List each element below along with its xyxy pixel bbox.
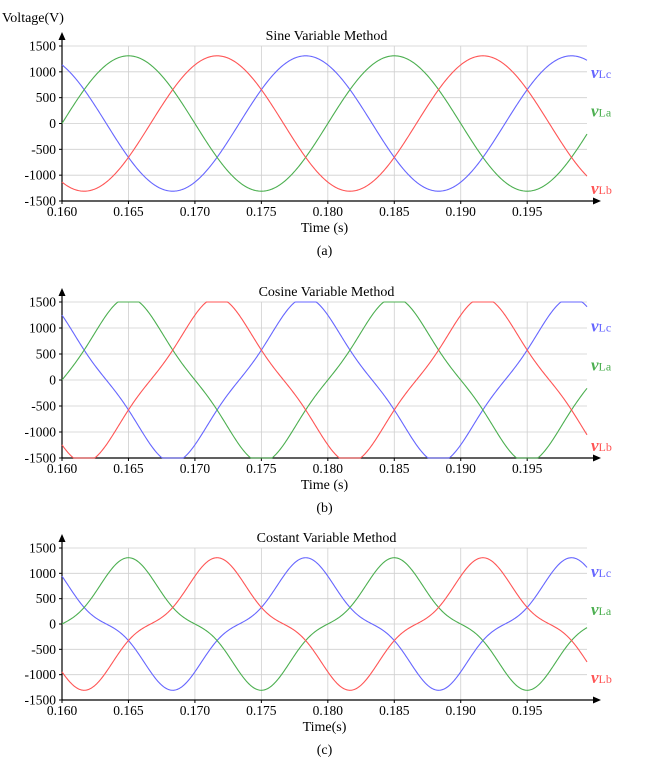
y-tick-label: 1500 (29, 541, 56, 556)
x-tick-label: 0.165 (113, 703, 144, 718)
x-tick-label: 0.185 (379, 461, 410, 476)
series-line-vLa (61, 55, 588, 192)
x-tick-label: 0.160 (47, 703, 78, 718)
series-line-vLb (61, 557, 588, 691)
x-tick-label: 0.185 (379, 703, 410, 718)
y-tick-label: -1000 (25, 168, 57, 183)
panel-caption: (b) (316, 501, 333, 516)
x-axis-arrow-icon (593, 696, 601, 704)
x-tick-label: 0.175 (246, 204, 277, 219)
series-line-vLb (61, 301, 588, 459)
x-tick-label: 0.165 (113, 461, 144, 476)
x-tick-label: 0.195 (512, 204, 543, 219)
x-axis-label: Time (s) (301, 478, 349, 493)
x-tick-label: 0.190 (446, 204, 477, 219)
y-tick-label: 500 (36, 347, 57, 362)
y-tick-label: -1500 (25, 194, 57, 209)
y-tick-label: 1000 (29, 566, 56, 581)
y-axis-arrow-icon (58, 288, 66, 296)
series-line-vLa (61, 301, 588, 459)
y-tick-label: 500 (36, 591, 57, 606)
series-label-vLc: vLc (591, 562, 611, 581)
x-axis-arrow-icon (593, 197, 601, 205)
series-line-vLb (61, 55, 588, 192)
y-tick-label: -1500 (25, 693, 57, 708)
y-tick-label: -1000 (25, 425, 57, 440)
x-axis-arrow-icon (593, 454, 601, 462)
y-axis-label: Voltage(V) (2, 11, 64, 26)
series-label-vLb: vLb (591, 179, 612, 198)
y-tick-label: 1000 (29, 321, 56, 336)
y-axis-arrow-icon (58, 32, 66, 40)
y-tick-label: 1500 (29, 39, 56, 54)
y-tick-label: 500 (36, 90, 57, 105)
series-label-vLb: vLb (591, 668, 612, 687)
series-line-vLc (61, 55, 588, 192)
series-label-vLc: vLc (591, 63, 611, 82)
x-tick-label: 0.175 (246, 461, 277, 476)
panel-caption: (a) (317, 244, 333, 259)
x-tick-label: 0.160 (47, 461, 78, 476)
y-tick-label: -1500 (25, 451, 57, 466)
x-tick-label: 0.180 (313, 703, 344, 718)
y-tick-label: -500 (31, 142, 56, 157)
y-tick-label: 0 (49, 617, 56, 632)
x-tick-label: 0.180 (313, 204, 344, 219)
chart-title: Sine Variable Method (266, 29, 388, 44)
x-tick-label: 0.190 (446, 461, 477, 476)
panel-caption: (c) (317, 743, 333, 758)
x-tick-label: 0.195 (512, 461, 543, 476)
x-axis-label: Time (s) (301, 221, 349, 236)
series-line-vLa (61, 557, 588, 691)
y-tick-label: -500 (31, 399, 56, 414)
series-label-vLb: vLb (591, 436, 612, 455)
series-label-vLa: vLa (591, 355, 612, 374)
y-tick-label: -1000 (25, 667, 57, 682)
x-tick-label: 0.180 (313, 461, 344, 476)
x-tick-label: 0.170 (180, 703, 211, 718)
x-tick-label: 0.185 (379, 204, 410, 219)
y-tick-label: -500 (31, 642, 56, 657)
series-label-vLa: vLa (591, 102, 612, 121)
series-line-vLc (61, 301, 588, 459)
x-tick-label: 0.170 (180, 204, 211, 219)
y-tick-label: 0 (49, 116, 56, 131)
y-tick-label: 0 (49, 373, 56, 388)
series-line-vLc (61, 557, 588, 691)
x-tick-label: 0.170 (180, 461, 211, 476)
chart-title: Costant Variable Method (257, 531, 397, 546)
x-tick-label: 0.195 (512, 703, 543, 718)
y-tick-label: 1000 (29, 64, 56, 79)
x-tick-label: 0.175 (246, 703, 277, 718)
x-axis-label: Time(s) (303, 720, 347, 735)
series-label-vLa: vLa (591, 600, 612, 619)
x-tick-label: 0.160 (47, 204, 78, 219)
x-tick-label: 0.190 (446, 703, 477, 718)
series-label-vLc: vLc (591, 316, 611, 335)
x-tick-label: 0.165 (113, 204, 144, 219)
y-axis-arrow-icon (58, 534, 66, 542)
chart-title: Cosine Variable Method (259, 285, 395, 300)
y-tick-label: 1500 (29, 295, 56, 310)
